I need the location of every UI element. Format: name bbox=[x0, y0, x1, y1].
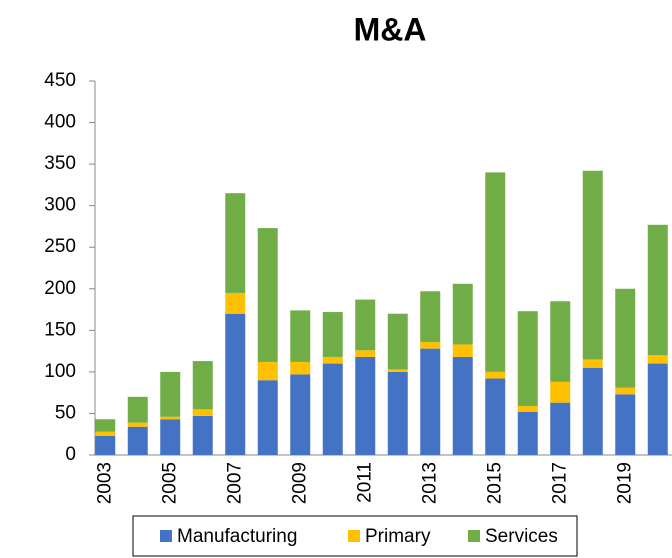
bar-segment bbox=[127, 422, 148, 427]
bar-segment bbox=[485, 172, 506, 372]
bar-segment bbox=[257, 380, 278, 455]
bar-segment bbox=[257, 361, 278, 381]
bar-segment bbox=[485, 371, 506, 379]
bar-segment bbox=[615, 288, 636, 388]
x-tick-label: 2019 bbox=[614, 462, 635, 504]
y-tick-label: 350 bbox=[44, 153, 76, 174]
bar-segment bbox=[225, 193, 246, 293]
bar-segment bbox=[647, 355, 668, 364]
legend-swatch bbox=[348, 530, 360, 542]
x-tick-label: 2015 bbox=[484, 462, 505, 504]
bar-segment bbox=[550, 301, 571, 382]
bar-segment bbox=[452, 344, 473, 357]
bar-segment bbox=[582, 367, 603, 455]
x-tick-label: 2013 bbox=[419, 462, 440, 504]
x-tick-label: 2007 bbox=[224, 462, 245, 504]
bar-segment bbox=[192, 415, 213, 455]
bar-segment bbox=[582, 170, 603, 360]
bar-segment bbox=[290, 310, 311, 362]
bar-segment bbox=[355, 299, 376, 351]
y-tick-label: 400 bbox=[44, 112, 76, 133]
bar-segment bbox=[387, 371, 408, 455]
x-tick-label: 2003 bbox=[94, 462, 115, 504]
x-tick-label: 2009 bbox=[289, 462, 310, 504]
chart-title: M&A bbox=[354, 11, 427, 47]
bar-segment bbox=[322, 363, 343, 455]
legend-label: Services bbox=[485, 526, 558, 547]
bar-segment bbox=[420, 341, 441, 349]
bar-segment bbox=[615, 387, 636, 395]
bar-segment bbox=[127, 426, 148, 455]
legend-label: Manufacturing bbox=[177, 526, 297, 547]
bar-segment bbox=[95, 435, 116, 455]
x-tick-label: 2017 bbox=[549, 462, 570, 504]
bar-segment bbox=[550, 402, 571, 455]
bar-segment bbox=[387, 369, 408, 372]
bar-segment bbox=[355, 356, 376, 455]
y-tick-label: 450 bbox=[44, 70, 76, 91]
y-tick-label: 300 bbox=[44, 195, 76, 216]
bar-segment bbox=[647, 224, 668, 356]
bar-segment bbox=[290, 374, 311, 455]
bar-segment bbox=[160, 371, 181, 417]
bar-segment bbox=[485, 378, 506, 455]
bar-segment bbox=[517, 411, 538, 455]
y-tick-label: 200 bbox=[44, 278, 76, 299]
bar-segment bbox=[225, 313, 246, 455]
legend-swatch bbox=[160, 530, 172, 542]
bar-segment bbox=[452, 356, 473, 455]
bar-segment bbox=[160, 419, 181, 455]
bar-segment bbox=[290, 361, 311, 375]
x-tick-label: 2005 bbox=[159, 462, 180, 504]
bar-segment bbox=[192, 361, 213, 410]
bar-segment bbox=[582, 359, 603, 368]
x-tick-label: 2011 bbox=[354, 462, 375, 503]
bar-segment bbox=[517, 311, 538, 406]
bar-segment bbox=[550, 381, 571, 403]
legend-label: Primary bbox=[365, 526, 431, 547]
bar-segment bbox=[257, 228, 278, 362]
bar-segment bbox=[95, 419, 116, 432]
bar-segment bbox=[615, 394, 636, 455]
bar-segment bbox=[95, 431, 116, 436]
legend-box bbox=[132, 515, 578, 557]
bar-segment bbox=[452, 283, 473, 345]
bar-segment bbox=[420, 348, 441, 455]
bar-segment bbox=[127, 396, 148, 423]
bar-segment bbox=[192, 409, 213, 416]
bar-segment bbox=[322, 356, 343, 364]
y-tick-label: 100 bbox=[44, 361, 76, 382]
bar-segment bbox=[517, 405, 538, 412]
bar-segment bbox=[387, 313, 408, 370]
bar-segment bbox=[647, 363, 668, 455]
bar-segment bbox=[225, 292, 246, 314]
y-tick-label: 0 bbox=[65, 444, 76, 465]
bar-segment bbox=[322, 312, 343, 357]
bar-segment bbox=[355, 350, 376, 357]
y-tick-label: 250 bbox=[44, 236, 76, 257]
bar-segment bbox=[420, 291, 441, 342]
y-tick-label: 150 bbox=[44, 319, 76, 340]
bar-segment bbox=[160, 416, 181, 420]
legend-swatch bbox=[468, 530, 480, 542]
y-tick-label: 50 bbox=[55, 402, 76, 423]
